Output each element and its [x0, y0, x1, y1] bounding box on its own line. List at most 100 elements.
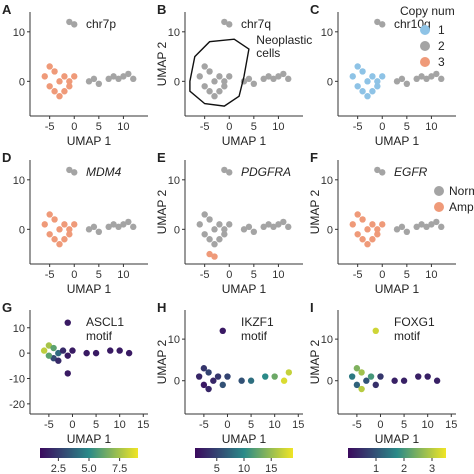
data-point	[50, 344, 57, 352]
data-point	[46, 83, 53, 90]
colorbar-tick-label: 5.0	[81, 463, 96, 474]
data-point	[398, 75, 406, 83]
neoplastic-label: Neoplastic	[256, 33, 312, 47]
data-point	[201, 211, 208, 218]
data-point	[379, 21, 386, 28]
panels: A -5 0 5 10 0 10 UMAP 1 chr7p B -5 0 5 10 0 10 UMAP 1 UMA…	[2, 2, 457, 474]
annotation-a: chr7p	[86, 17, 116, 31]
y-tick-label: 0	[174, 224, 180, 236]
colorbar-tick-label: 15	[265, 463, 277, 474]
colorbar-tick-label: 10	[238, 463, 250, 474]
data-point	[260, 223, 267, 231]
data-point	[56, 240, 63, 248]
data-point	[270, 223, 277, 231]
data-point	[369, 73, 376, 80]
panel-letter-a: A	[2, 2, 12, 17]
x-axis-label-a: UMAP 1	[67, 134, 112, 148]
data-point	[413, 223, 420, 231]
data-point	[214, 373, 222, 380]
data-point	[285, 75, 292, 83]
x-tick-label: -5	[353, 121, 363, 133]
data-point	[64, 352, 71, 359]
legend-label-2: 2	[438, 39, 445, 53]
data-point	[66, 166, 73, 174]
data-point	[56, 78, 63, 85]
data-point	[224, 373, 231, 380]
data-point	[200, 365, 208, 372]
annotation-h: IKZF1	[241, 315, 274, 329]
data-point	[359, 216, 366, 223]
copy-number-legend-title: Copy num	[400, 4, 455, 18]
data-point	[275, 73, 282, 80]
y-tick-label: 10	[168, 334, 180, 346]
data-point	[226, 221, 233, 228]
annotation-b: chr7q	[241, 17, 271, 31]
data-point	[265, 221, 272, 228]
data-point	[349, 221, 356, 228]
colorbar-tick-label: 3	[429, 463, 435, 474]
data-point	[391, 377, 398, 384]
panel-letter-b: B	[157, 2, 166, 17]
data-point	[353, 381, 361, 389]
data-point	[280, 218, 287, 226]
legend-swatch-2	[420, 41, 430, 51]
x-tick-label: 10	[269, 419, 281, 431]
x-tick-label: 0	[71, 269, 77, 281]
data-point	[201, 63, 208, 70]
x-tick-label: -5	[200, 269, 210, 281]
data-point	[51, 68, 58, 75]
data-point	[120, 221, 127, 228]
data-point	[195, 373, 203, 380]
x-tick-label: 10	[422, 419, 434, 431]
x-axis-label-c: UMAP 1	[375, 134, 420, 148]
y-tick-label: 0	[19, 76, 25, 88]
data-point	[66, 78, 73, 85]
x-tick-label: 0	[226, 121, 232, 133]
data-point	[285, 369, 293, 376]
neoplastic-label: cells	[256, 46, 280, 60]
data-point	[358, 385, 365, 393]
data-point	[374, 18, 381, 26]
x-tick-label: 0	[377, 419, 383, 431]
x-tick-label: 5	[93, 419, 99, 431]
x-tick-label: 10	[114, 419, 126, 431]
annotation-f: EGFR	[394, 165, 428, 179]
copy-number-legend: Copy num 1 2 3	[400, 4, 455, 69]
data-point	[247, 377, 255, 384]
data-point	[280, 70, 287, 78]
x-tick-label: 10	[117, 121, 129, 133]
data-point	[45, 352, 53, 359]
data-point	[125, 349, 133, 357]
data-point	[206, 236, 213, 243]
data-point	[205, 385, 212, 393]
x-tick-label: 5	[404, 269, 410, 281]
data-point	[107, 347, 114, 354]
data-point	[354, 63, 361, 70]
x-axis-label-d: UMAP 1	[67, 282, 112, 296]
x-tick-label: 0	[379, 269, 385, 281]
data-point	[372, 381, 379, 389]
data-point	[211, 92, 218, 100]
data-point	[105, 75, 112, 83]
x-tick-label: 10	[117, 269, 129, 281]
y-tick-label: 0	[327, 76, 333, 88]
data-point	[354, 231, 361, 238]
annotation-h: motif	[241, 329, 268, 343]
data-point	[116, 347, 123, 354]
data-point	[393, 226, 401, 233]
data-point	[250, 80, 258, 88]
data-point	[359, 68, 366, 75]
y-tick-label: 0	[327, 376, 333, 388]
annotation-d: MDM4	[86, 165, 122, 179]
data-point	[374, 231, 381, 238]
data-point	[216, 73, 223, 80]
data-point	[71, 21, 78, 28]
legend-label-normal: Norm	[449, 184, 474, 198]
x-axis-label-b: UMAP 1	[222, 134, 267, 148]
data-point	[66, 231, 73, 238]
data-point	[221, 231, 228, 238]
colorbar-tick-label: 2.5	[51, 463, 66, 474]
x-tick-label: 0	[224, 419, 230, 431]
annotation-i: FOXG1	[394, 315, 435, 329]
